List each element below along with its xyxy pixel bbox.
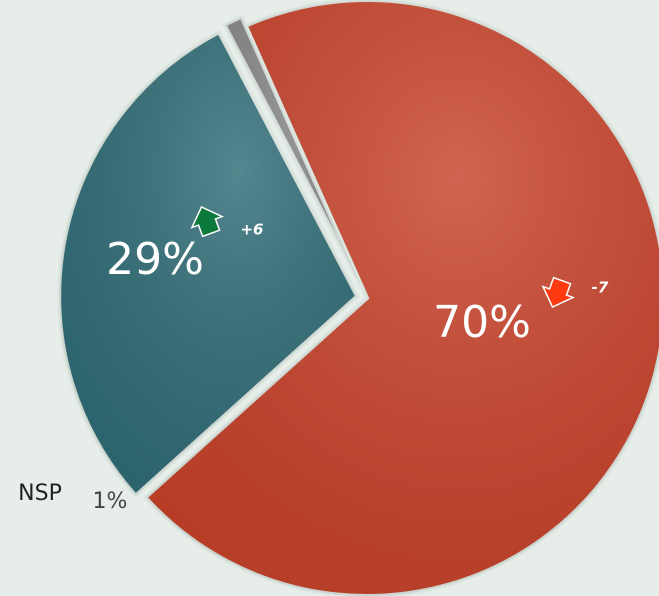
slice-shine [59,32,358,496]
change-arrow [541,276,575,309]
value-label: 29% [106,234,204,285]
value-label: 1% [93,489,128,514]
slice-shine [145,0,659,596]
change-arrow [190,205,224,238]
value-label: 70% [433,297,531,348]
labels: 70% -7 29% +6 NSP 1% [18,205,609,514]
category-label: NSP [18,481,62,506]
change-label: -7 [592,279,609,297]
slice-shine [224,16,363,289]
change-label: +6 [240,221,263,239]
pie [57,0,659,596]
